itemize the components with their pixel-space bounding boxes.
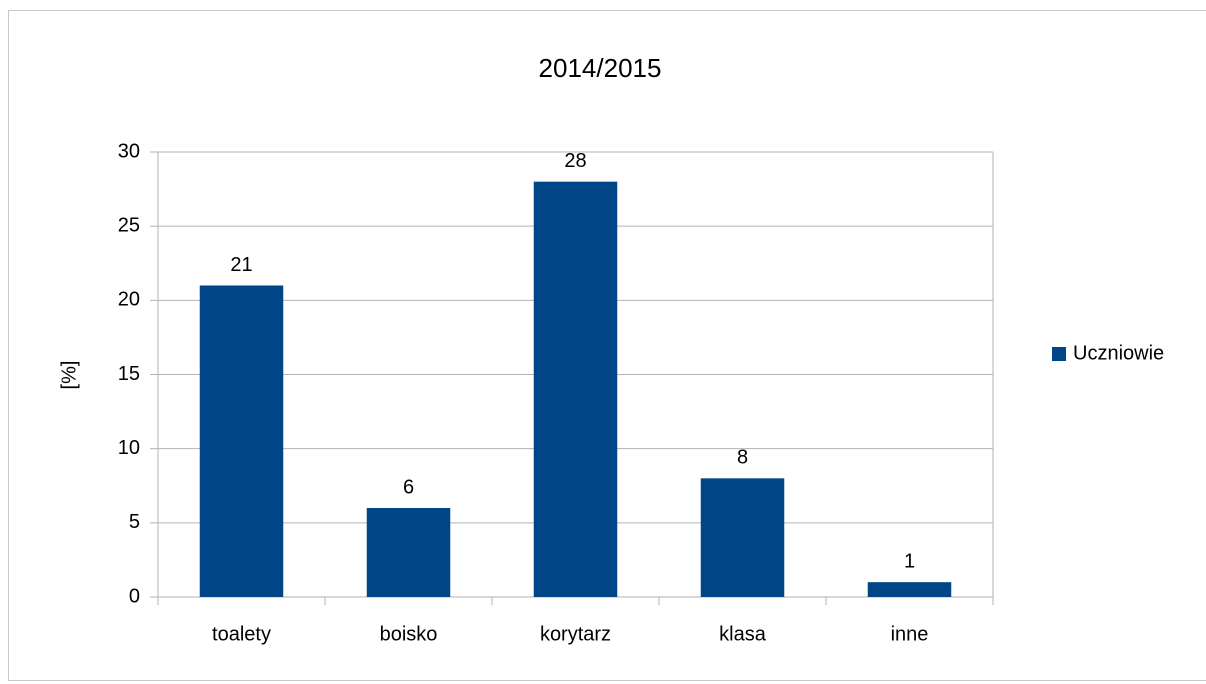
data-label: 6 <box>403 476 414 498</box>
data-label: 28 <box>564 150 586 172</box>
bar <box>533 181 618 597</box>
data-label: 8 <box>737 447 748 469</box>
y-tick-label: 0 <box>129 585 140 607</box>
y-tick-label: 15 <box>118 363 140 385</box>
legend-label: Uczniowie <box>1073 342 1164 364</box>
x-tick-label: boisko <box>380 623 438 645</box>
chart-title: 2014/2015 <box>539 53 662 83</box>
y-tick-label: 25 <box>118 214 140 236</box>
y-tick-label: 20 <box>118 289 140 311</box>
bar <box>700 478 785 597</box>
x-tick-label: klasa <box>719 623 767 645</box>
y-axis-label: [%] <box>58 361 80 390</box>
y-tick-label: 10 <box>118 437 140 459</box>
data-label: 21 <box>230 254 252 276</box>
bar <box>199 285 284 597</box>
x-tick-label: toalety <box>212 623 271 645</box>
y-tick-label: 5 <box>129 511 140 533</box>
bar <box>366 508 451 597</box>
legend-swatch <box>1052 347 1066 361</box>
x-tick-label: korytarz <box>540 623 611 645</box>
bar <box>867 582 952 597</box>
x-tick-label: inne <box>891 623 929 645</box>
data-label: 1 <box>904 550 915 572</box>
y-tick-label: 30 <box>118 140 140 162</box>
